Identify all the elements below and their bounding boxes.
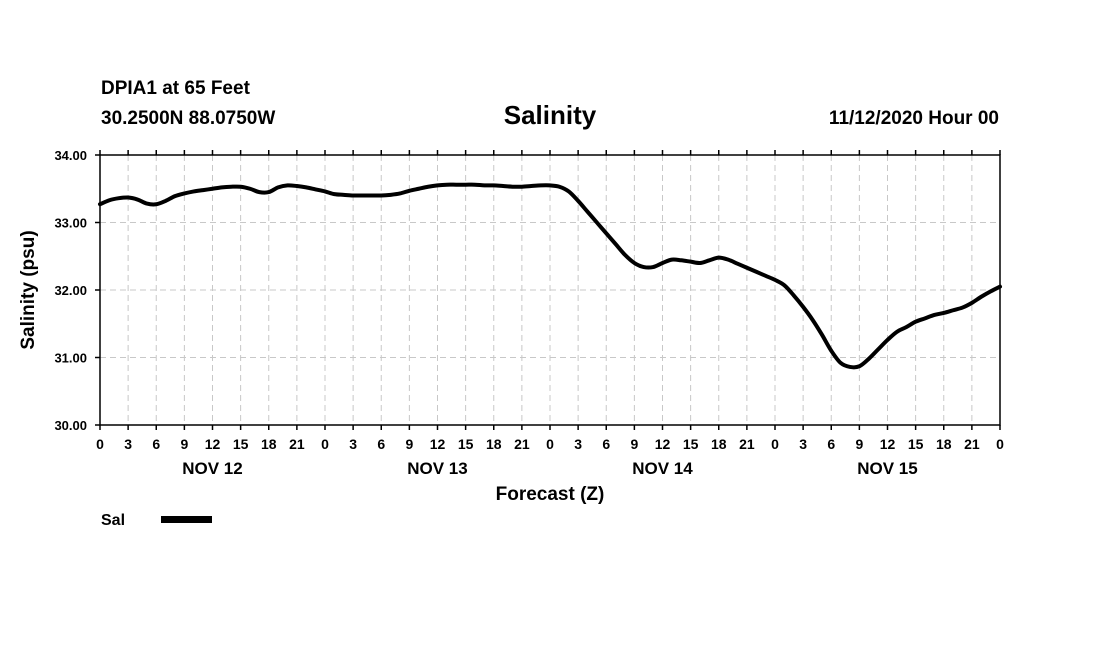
- y-tick-label: 31.00: [54, 351, 87, 366]
- x-tick-label: 3: [799, 436, 807, 452]
- x-tick-label: 3: [349, 436, 357, 452]
- x-tick-label: 6: [152, 436, 160, 452]
- salinity-series-line: [98, 182, 1002, 370]
- grid-lines: [100, 155, 1000, 425]
- x-tick-label: 0: [771, 436, 779, 452]
- x-tick-label: 0: [546, 436, 554, 452]
- x-tick-label: 9: [630, 436, 638, 452]
- y-axis-label: Salinity (psu): [18, 230, 39, 349]
- x-tick-label: 21: [739, 436, 755, 452]
- x-tick-label: 21: [514, 436, 530, 452]
- x-tick-label: 12: [655, 436, 671, 452]
- day-labels: NOV 12 NOV 13 NOV 14 NOV 15: [182, 459, 917, 478]
- x-tick-label: 12: [430, 436, 446, 452]
- day-label: NOV 15: [857, 459, 917, 478]
- x-tick-label: 15: [683, 436, 699, 452]
- x-tick-label: 0: [321, 436, 329, 452]
- x-tick-label: 12: [880, 436, 896, 452]
- x-tick-label: 15: [233, 436, 249, 452]
- x-tick-label: 18: [936, 436, 952, 452]
- x-tick-label: 15: [458, 436, 474, 452]
- x-tick-label: 6: [602, 436, 610, 452]
- x-tick-label: 18: [486, 436, 502, 452]
- x-tick-label: 18: [261, 436, 277, 452]
- x-tick-label: 3: [124, 436, 132, 452]
- legend-swatch: [161, 516, 212, 523]
- day-label: NOV 14: [632, 459, 693, 478]
- x-tick-label: 21: [964, 436, 980, 452]
- x-tick-label: 6: [827, 436, 835, 452]
- forecast-run-label: 11/12/2020 Hour 00: [829, 108, 999, 129]
- axis-ticks: [95, 150, 1001, 430]
- day-label: NOV 12: [182, 459, 242, 478]
- y-tick-label: 30.00: [54, 418, 87, 433]
- x-tick-label: 21: [289, 436, 305, 452]
- x-tick-label: 12: [205, 436, 221, 452]
- x-tick-labels: 0 3 6 9 12 15 18 21 0 3 6 9 12 15 18 21 0 3 6 9 12 15 18 21 0 3 6 9…: [96, 436, 1004, 452]
- y-tick-label: 34.00: [54, 148, 87, 163]
- x-tick-label: 6: [377, 436, 385, 452]
- chart-title: Salinity: [504, 100, 597, 130]
- y-tick-label: 32.00: [54, 283, 87, 298]
- x-tick-label: 0: [996, 436, 1004, 452]
- x-tick-label: 18: [711, 436, 727, 452]
- plot-frame: [99, 154, 1001, 426]
- y-tick-label: 33.00: [54, 216, 87, 231]
- x-axis-label: Forecast (Z): [496, 484, 605, 505]
- station-name: DPIA1 at 65 Feet: [101, 78, 251, 99]
- station-coordinates: 30.2500N 88.0750W: [101, 108, 275, 129]
- x-tick-label: 9: [855, 436, 863, 452]
- legend-label: Sal: [101, 512, 125, 529]
- x-tick-label: 15: [908, 436, 924, 452]
- x-tick-label: 9: [405, 436, 413, 452]
- x-tick-label: 9: [180, 436, 188, 452]
- day-label: NOV 13: [407, 459, 467, 478]
- y-tick-labels: 30.00 31.00 32.00 33.00 34.00: [54, 148, 87, 433]
- x-tick-label: 3: [574, 436, 582, 452]
- x-tick-label: 0: [96, 436, 104, 452]
